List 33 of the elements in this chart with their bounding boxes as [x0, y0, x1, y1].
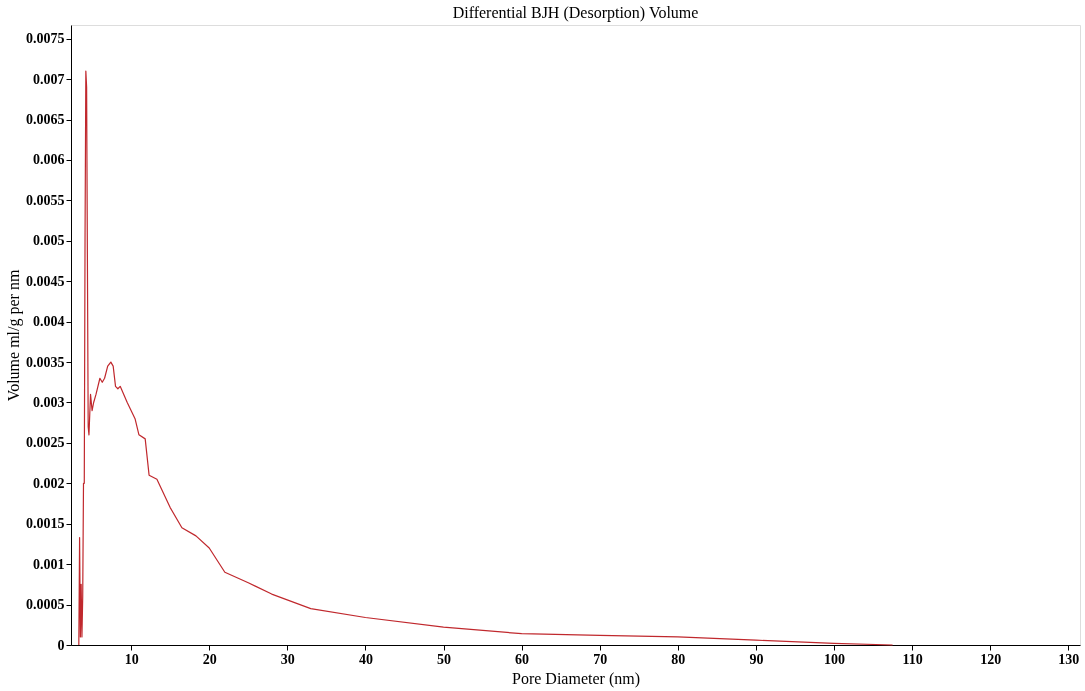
x-tick-label: 10 — [124, 651, 139, 667]
y-tick-label: 0.005 — [33, 233, 65, 249]
y-tick-label: 0.007 — [33, 71, 65, 87]
y-tick-label: 0.0025 — [26, 435, 65, 451]
y-tick-label: 0.0065 — [26, 112, 65, 128]
x-tick-label: 30 — [280, 651, 295, 667]
y-tick-label: 0.0075 — [26, 31, 65, 47]
y-tick-label: 0.006 — [33, 152, 65, 168]
x-axis-title: Pore Diameter (nm) — [512, 669, 640, 688]
y-tick-label: 0.004 — [33, 314, 65, 330]
y-tick-label: 0.0055 — [26, 192, 65, 208]
y-tick-label: 0.0045 — [26, 273, 65, 289]
y-tick-label: 0 — [57, 637, 65, 653]
x-tick-label: 130 — [1058, 651, 1080, 667]
y-tick-label: 0.0015 — [26, 516, 65, 532]
line-series — [78, 70, 894, 646]
y-tick-label: 0.002 — [33, 475, 65, 491]
y-tick-label: 0.003 — [33, 395, 65, 410]
x-tick-label: 80 — [671, 651, 686, 667]
x-tick-label: 70 — [593, 651, 608, 667]
y-tick-label: 0.001 — [33, 556, 65, 572]
x-tick-label: 90 — [749, 651, 764, 667]
y-axis-title: Volume ml/g per nm — [5, 269, 23, 402]
x-tick-label: 50 — [437, 651, 452, 667]
x-tick-label: 40 — [358, 651, 373, 667]
y-tick-label: 0.0005 — [26, 597, 65, 613]
y-tick-label: 0.0035 — [26, 354, 65, 370]
x-tick-label: 110 — [902, 651, 923, 667]
x-tick-label: 20 — [202, 651, 217, 667]
chart-title: Differential BJH (Desorption) Volume — [452, 4, 699, 22]
x-tick-label: 100 — [824, 651, 845, 667]
x-tick-label: 60 — [515, 651, 530, 667]
x-tick-label: 120 — [980, 651, 1002, 667]
